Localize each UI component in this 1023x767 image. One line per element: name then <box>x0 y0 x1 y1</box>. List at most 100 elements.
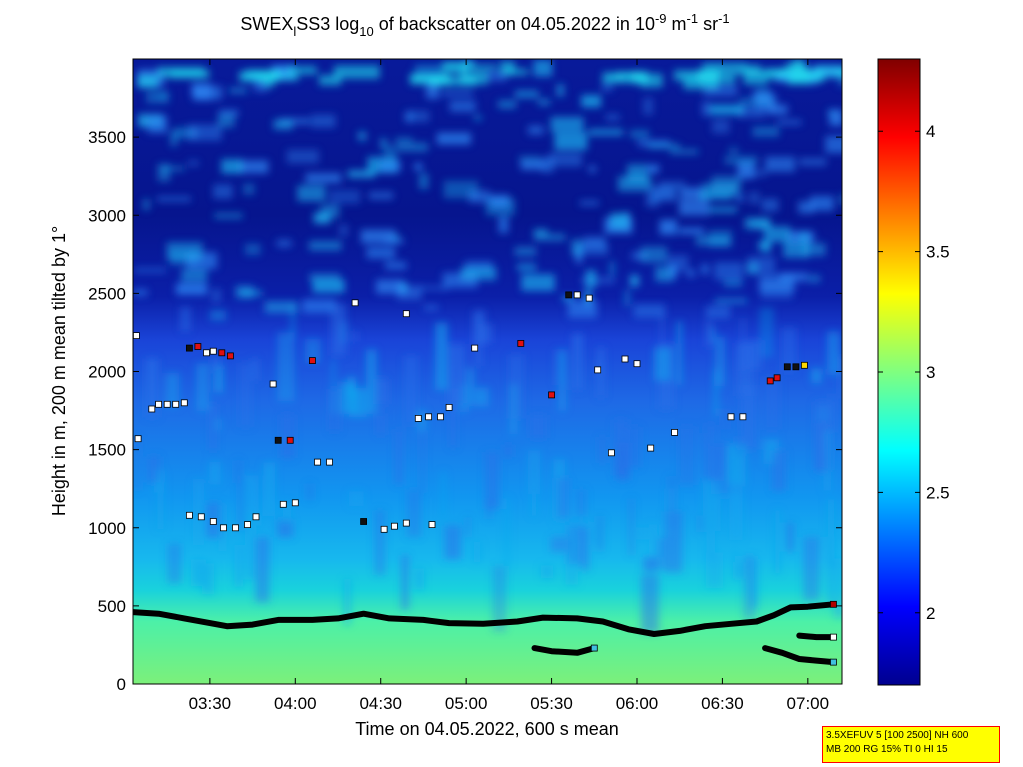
texture-patch <box>558 350 567 411</box>
texture-patch <box>192 83 212 101</box>
texture-patch <box>167 543 182 584</box>
texture-patch <box>521 274 555 292</box>
texture-patch <box>360 229 396 244</box>
texture-patch <box>519 155 541 162</box>
texture-patch <box>783 242 809 258</box>
texture-patch <box>395 429 403 485</box>
lower-layer-b-line-end-marker <box>830 658 837 666</box>
texture-patch <box>366 247 396 259</box>
layer-marker <box>244 521 251 528</box>
texture-patch <box>286 149 319 164</box>
layer-marker <box>633 360 641 368</box>
texture-patch <box>648 144 680 149</box>
layer-marker <box>185 511 193 519</box>
texture-patch <box>527 125 544 135</box>
layer-marker <box>414 414 422 422</box>
layer-marker <box>185 344 193 352</box>
texture-patch <box>732 550 738 581</box>
y-tick-label: 500 <box>98 597 126 616</box>
texture-patch <box>740 317 746 348</box>
texture-patch <box>235 460 241 484</box>
texture-patch <box>531 496 538 516</box>
layer-marker <box>218 349 226 357</box>
texture-patch <box>263 462 276 517</box>
texture-patch <box>529 415 547 439</box>
texture-patch <box>827 499 835 567</box>
texture-patch <box>196 363 210 412</box>
texture-patch <box>238 71 280 82</box>
y-tick-label: 3000 <box>88 206 126 225</box>
texture-patch <box>616 442 630 481</box>
layer-marker <box>471 344 479 352</box>
texture-patch <box>703 85 738 97</box>
texture-patch <box>219 109 239 117</box>
texture-patch <box>492 565 507 632</box>
texture-patch <box>759 307 774 358</box>
layer-marker <box>274 436 282 444</box>
texture-patch <box>702 481 721 532</box>
texture-patch <box>273 119 293 130</box>
layer-marker <box>286 436 294 444</box>
texture-patch <box>246 69 283 75</box>
texture-patch <box>410 75 452 85</box>
layer-marker <box>351 299 359 307</box>
texture-patch <box>705 306 731 319</box>
texture-patch <box>786 522 794 552</box>
texture-patch <box>238 160 269 174</box>
texture-patch <box>702 433 708 478</box>
texture-patch <box>416 410 427 432</box>
y-tick-label: 3500 <box>88 128 126 147</box>
texture-patch <box>333 65 380 79</box>
texture-patch <box>706 422 711 479</box>
texture-patch <box>514 246 537 257</box>
texture-patch <box>286 66 317 75</box>
texture-patch <box>214 213 243 219</box>
layer-marker <box>647 444 655 452</box>
layer-marker <box>232 524 239 532</box>
layer-marker <box>279 500 287 508</box>
texture-patch <box>803 537 820 601</box>
texture-patch <box>748 191 760 205</box>
texture-patch <box>698 515 703 532</box>
texture-patch <box>533 59 553 77</box>
texture-patch <box>444 525 461 560</box>
info-line-2: MB 200 RG 15% TI 0 HI 15 <box>826 744 948 755</box>
texture-patch <box>712 119 730 134</box>
texture-patch <box>571 239 583 256</box>
texture-patch <box>810 195 834 211</box>
y-tick-label: 2000 <box>88 363 126 382</box>
layer-marker <box>209 518 217 525</box>
texture-patch <box>514 90 539 98</box>
texture-patch <box>217 114 235 128</box>
texture-patch <box>450 388 457 448</box>
texture-patch <box>610 212 629 229</box>
texture-patch <box>767 104 788 115</box>
layer-marker <box>291 499 299 507</box>
texture-patch <box>396 142 429 152</box>
texture-patch <box>180 306 191 332</box>
texture-patch <box>517 263 537 271</box>
texture-patch <box>743 72 768 85</box>
texture-patch <box>534 233 566 241</box>
texture-patch <box>746 262 759 275</box>
x-tick-label: 05:00 <box>445 694 488 713</box>
texture-patch <box>792 59 805 69</box>
texture-patch <box>729 491 743 540</box>
surface-layer-line <box>133 601 837 637</box>
texture-patch <box>601 84 613 92</box>
texture-patch <box>310 114 336 128</box>
layer-marker <box>573 291 581 299</box>
texture-patch <box>473 541 481 563</box>
texture-patch <box>234 544 244 587</box>
texture-patch <box>302 299 336 314</box>
texture-patch <box>711 425 718 437</box>
texture-patch <box>169 69 210 79</box>
colorbar-tick-label: 3.5 <box>926 243 950 262</box>
texture-patch <box>826 536 833 605</box>
texture-patch <box>243 475 258 518</box>
texture-patch <box>418 286 449 291</box>
texture-patch <box>504 498 510 568</box>
texture-patch <box>156 196 191 202</box>
texture-patch <box>238 478 245 531</box>
texture-patch <box>588 129 624 136</box>
